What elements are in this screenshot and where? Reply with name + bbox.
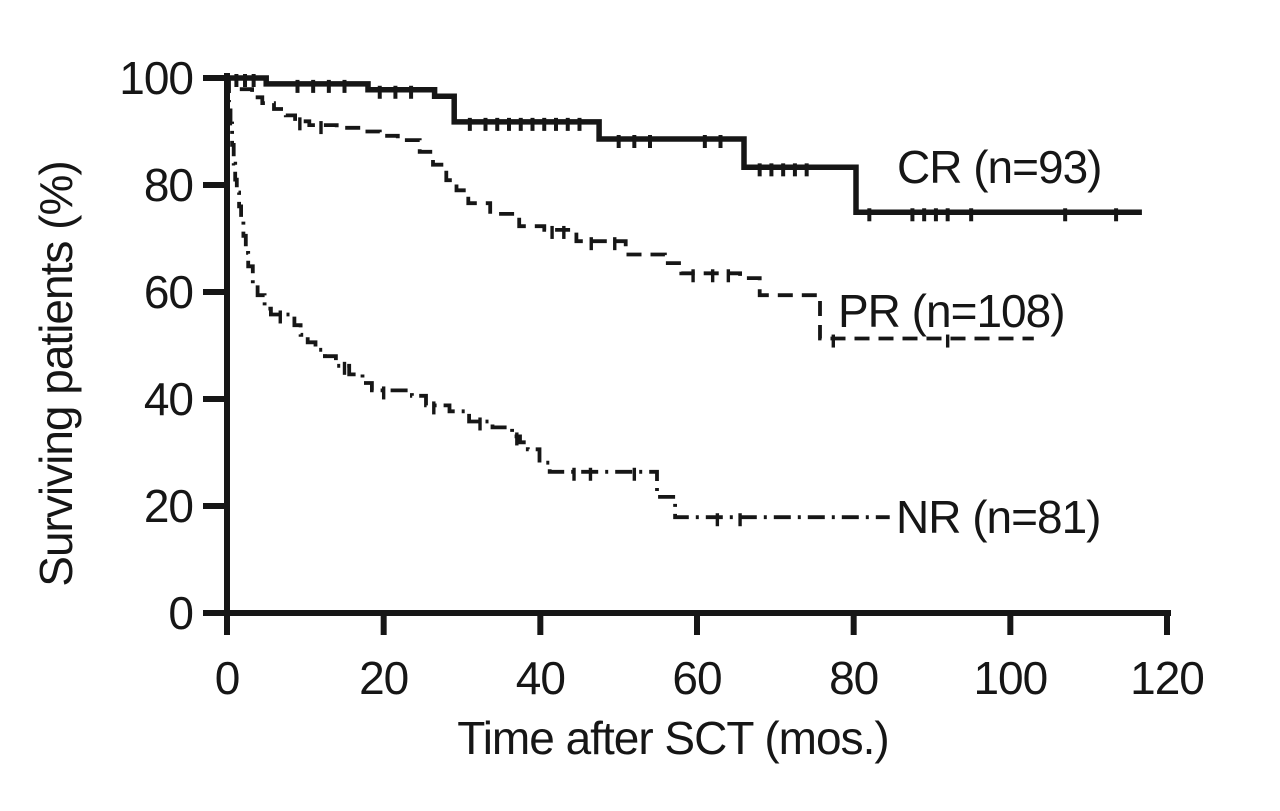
series-path-nr xyxy=(227,76,890,520)
y-tick-label: 40 xyxy=(144,373,193,425)
x-tick-label: 20 xyxy=(359,652,408,704)
x-tick-label: 0 xyxy=(215,652,240,704)
y-tick-label: 0 xyxy=(168,587,193,639)
series-path-pr xyxy=(227,76,1034,341)
x-tick-label: 100 xyxy=(973,652,1047,704)
series-label-cr: CR (n=93) xyxy=(897,141,1101,193)
series-path-cr xyxy=(227,75,1142,216)
y-tick-label: 100 xyxy=(119,52,193,104)
y-axis-title: Surviving patients (%) xyxy=(30,161,82,586)
x-tick-label: 60 xyxy=(672,652,721,704)
x-axis-title: Time after SCT (mos.) xyxy=(457,712,888,764)
series-label-pr: PR (n=108) xyxy=(838,285,1065,337)
x-tick-label: 40 xyxy=(516,652,565,704)
y-tick-label: 20 xyxy=(144,480,193,532)
x-tick-label: 120 xyxy=(1130,652,1204,704)
x-tick-label: 80 xyxy=(829,652,878,704)
y-tick-label: 60 xyxy=(144,266,193,318)
y-tick-label: 80 xyxy=(144,159,193,211)
series-label-nr: NR (n=81) xyxy=(896,491,1100,543)
